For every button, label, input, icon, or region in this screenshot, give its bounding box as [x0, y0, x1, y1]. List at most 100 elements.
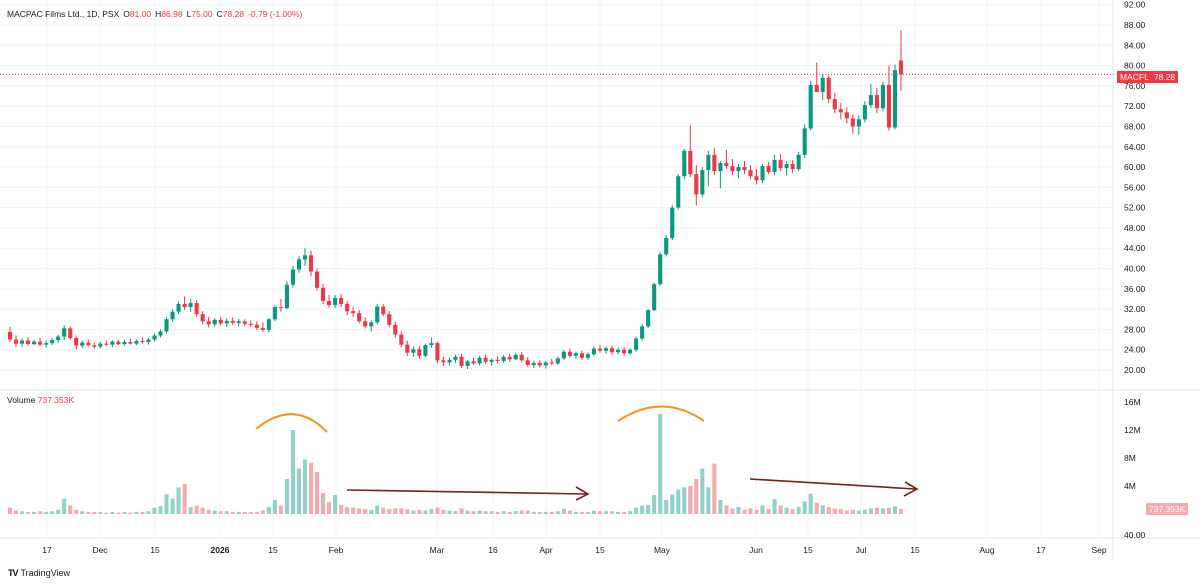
volume-bar	[700, 468, 705, 514]
volume-bar	[790, 509, 795, 514]
candle-body	[549, 362, 554, 364]
candle-body	[784, 164, 789, 169]
candle-body	[351, 311, 356, 314]
time-tick-label: Aug	[979, 545, 994, 555]
volume-bar	[561, 509, 566, 514]
time-tick-label: 2026	[211, 545, 230, 555]
candle-body	[375, 306, 380, 323]
volume-bar	[688, 486, 693, 514]
candle-body	[489, 359, 494, 362]
volume-bar	[549, 511, 554, 514]
volume-bar	[272, 500, 277, 514]
volume-bar	[622, 511, 627, 514]
price-tick-label: 48.00	[1124, 223, 1146, 233]
volume-bar	[363, 509, 368, 514]
volume-bar	[603, 511, 609, 514]
time-tick-label: Sep	[1091, 545, 1106, 555]
candle-body	[314, 271, 320, 288]
candle-body	[441, 360, 446, 363]
candle-body	[688, 150, 693, 175]
volume-bar	[736, 507, 741, 514]
candle-body	[110, 341, 115, 345]
volume-bar	[772, 499, 777, 514]
volume-bar	[224, 511, 229, 514]
volume-bar	[634, 507, 639, 514]
volume-bar	[399, 508, 404, 514]
candle-body	[158, 331, 163, 336]
time-tick-label: Jul	[856, 545, 867, 555]
volume-tag-value: 737.353K	[1149, 504, 1186, 514]
candle-body	[862, 105, 867, 120]
candle-body	[652, 284, 657, 311]
candle-body	[567, 351, 572, 356]
volume-bar	[597, 511, 603, 514]
candle-body	[507, 356, 512, 360]
price-tick-label: 88.00	[1124, 20, 1146, 30]
candle-body	[116, 341, 121, 345]
candle-body	[664, 238, 669, 255]
volume-bar	[507, 511, 512, 514]
candle-body	[417, 349, 422, 356]
candle-body	[513, 354, 518, 360]
branding[interactable]: TV TradingView	[8, 568, 70, 578]
volume-bar	[140, 511, 145, 514]
volume-bar	[230, 511, 235, 514]
volume-bar	[417, 509, 422, 514]
low-value: 75.00	[191, 9, 213, 19]
candle-body	[194, 303, 199, 315]
price-tick-label: 60.00	[1124, 162, 1146, 172]
volume-bar	[98, 511, 103, 514]
price-tick-label: 56.00	[1124, 182, 1146, 192]
time-tick-label: Dec	[92, 545, 108, 555]
volume-bar	[375, 505, 380, 514]
candle-body	[44, 343, 49, 345]
candle-body	[188, 303, 193, 308]
candle-body	[152, 335, 157, 340]
volume-bar	[393, 508, 398, 514]
open-value: 81.00	[129, 9, 152, 19]
volume-bar	[170, 498, 175, 514]
volume-bar	[314, 472, 320, 514]
volume-bar	[832, 508, 837, 514]
symbol-title: MACPAC Films Ltd., 1D, PSX	[7, 9, 120, 19]
price-tick-label: 68.00	[1124, 121, 1146, 131]
volume-header: Volume 737.353K	[7, 395, 74, 405]
volume-bar	[724, 505, 729, 514]
candle-body	[543, 362, 548, 366]
candle-body	[471, 361, 476, 364]
candle-body	[724, 163, 729, 167]
volume-bar	[152, 507, 157, 514]
candle-body	[164, 319, 169, 332]
candle-body	[754, 176, 759, 181]
volume-bar	[212, 510, 217, 514]
volume-bar	[712, 463, 717, 514]
high-value: 86.98	[161, 9, 183, 19]
price-tick-label: 52.00	[1124, 203, 1146, 213]
volume-label: Volume	[7, 395, 36, 405]
volume-bar	[856, 510, 861, 514]
volume-bar	[128, 512, 133, 514]
candle-body	[56, 336, 61, 341]
volume-bar	[86, 511, 91, 514]
candle-body	[622, 349, 627, 354]
volume-bar	[351, 507, 356, 514]
candle-body	[886, 84, 892, 128]
volume-bar	[254, 511, 259, 514]
volume-bar	[284, 479, 289, 514]
candle-body	[86, 342, 91, 346]
candle-body	[19, 340, 25, 344]
volume-arc-2	[617, 405, 705, 422]
volume-axis: 16M 12M 8M 4M 40.00	[1124, 397, 1146, 540]
price-tick-label: 92.00	[1124, 0, 1146, 10]
candle-body	[447, 359, 452, 363]
volume-bar	[808, 493, 813, 514]
candle-body	[399, 334, 404, 345]
volume-bar	[531, 511, 536, 514]
candle-body	[591, 348, 597, 355]
volume-bar	[892, 506, 898, 514]
volume-bar	[242, 511, 247, 514]
volume-bar	[652, 495, 657, 514]
volume-bar	[874, 507, 879, 514]
volume-bar	[158, 506, 163, 514]
